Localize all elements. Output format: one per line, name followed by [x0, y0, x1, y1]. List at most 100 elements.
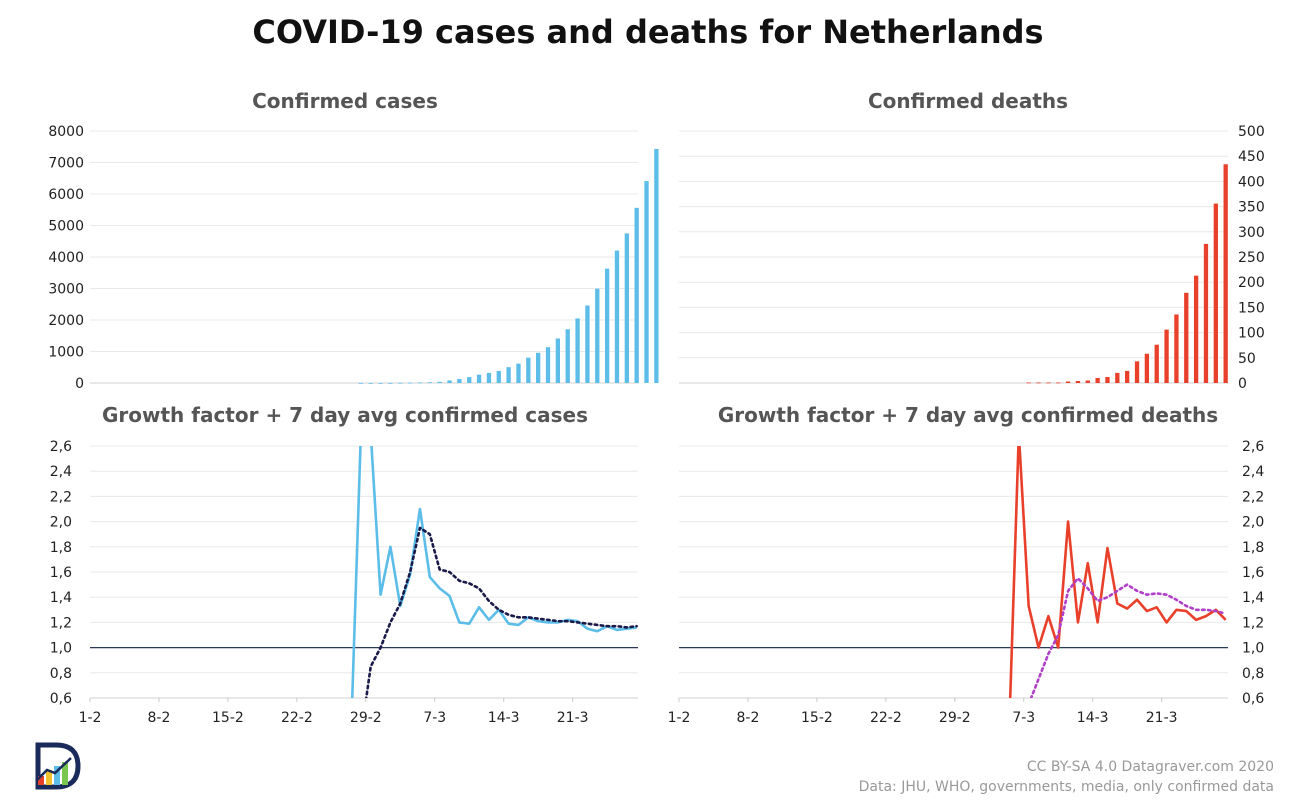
x-tick-label: 29-2 — [939, 710, 971, 726]
x-tick-label: 8-2 — [737, 710, 760, 726]
credit-source: Data: JHU, WHO, governments, media, only… — [859, 779, 1274, 795]
panel-title: Confirmed cases — [252, 89, 438, 113]
x-tick-label: 7-3 — [1012, 710, 1035, 726]
bar — [595, 288, 600, 383]
x-tick-label: 8-2 — [148, 710, 171, 726]
x-tick-label: 21-3 — [557, 710, 589, 726]
y-tick-label: 1,8 — [50, 540, 72, 556]
bar — [575, 318, 580, 383]
panel-cases-growth-factor: Growth factor + 7 day avg confirmed case… — [50, 403, 638, 726]
y-tick-label: 350 — [1238, 200, 1265, 216]
bar — [1075, 380, 1081, 383]
bar — [506, 367, 511, 383]
bar — [388, 382, 393, 384]
bar — [536, 352, 541, 383]
bar — [614, 250, 620, 383]
bar — [486, 372, 492, 383]
y-tick-label: 0,8 — [1242, 666, 1264, 682]
series-line-growth-factor — [1008, 446, 1227, 698]
y-tick-label: 2,0 — [50, 515, 72, 531]
bar — [1193, 275, 1199, 383]
logo-d-shape — [35, 742, 81, 790]
plot-area — [350, 446, 638, 698]
y-tick-label: 2000 — [48, 313, 84, 329]
series-line-7-day-avg — [1029, 576, 1227, 698]
bar — [516, 363, 521, 383]
bar — [604, 268, 610, 383]
y-tick-label: 0 — [75, 376, 84, 392]
panel-title: Confirmed deaths — [868, 89, 1068, 113]
y-tick-label: 1,6 — [1242, 565, 1264, 581]
panel-title: Growth factor + 7 day avg confirmed case… — [102, 403, 588, 427]
bar — [1085, 380, 1090, 383]
y-tick-label: 2,4 — [50, 464, 72, 480]
y-tick-label: 1,4 — [1242, 590, 1264, 606]
panel-deaths-growth-factor: Growth factor + 7 day avg confirmed deat… — [668, 403, 1265, 726]
y-tick-label: 2,0 — [1242, 515, 1264, 531]
y-tick-label: 2,4 — [1242, 464, 1264, 480]
y-tick-label: 0,6 — [50, 691, 72, 707]
y-tick-label: 100 — [1238, 326, 1265, 342]
bar — [555, 338, 561, 383]
bar — [1184, 292, 1189, 383]
y-tick-label: 200 — [1238, 275, 1265, 291]
x-tick-label: 22-2 — [281, 710, 313, 726]
bar — [1026, 382, 1031, 384]
credit-license: CC BY-SA 4.0 Datagraver.com 2020 — [1027, 759, 1274, 775]
y-tick-label: 450 — [1238, 149, 1265, 165]
bar — [476, 374, 482, 383]
bar — [398, 382, 403, 384]
y-tick-label: 1,6 — [50, 565, 72, 581]
plot-area — [1008, 446, 1227, 698]
y-tick-label: 4000 — [48, 250, 84, 266]
x-tick-label: 1-2 — [79, 710, 102, 726]
bar — [1125, 370, 1130, 383]
bar — [1056, 382, 1061, 384]
datagraver-logo-icon — [35, 742, 81, 790]
y-tick-label: 1,2 — [50, 615, 72, 631]
y-tick-label: 6000 — [48, 187, 84, 203]
y-tick-label: 0,8 — [50, 666, 72, 682]
logo-bar-3 — [54, 766, 60, 785]
main-title: COVID-19 cases and deaths for Netherland… — [252, 13, 1043, 51]
panel-confirmed-cases: Confirmed cases 0 1000 2000 3000 4000 5000 6000… — [48, 89, 659, 392]
y-tick-label: 7000 — [48, 156, 84, 172]
bar — [368, 382, 373, 384]
x-tick-label: 21-3 — [1146, 710, 1178, 726]
x-tick-label: 14-3 — [1077, 710, 1109, 726]
y-tick-label: 2,2 — [1242, 489, 1264, 505]
bar — [427, 382, 432, 384]
x-tick-label: 22-2 — [870, 710, 902, 726]
x-tick-label: 7-3 — [423, 710, 446, 726]
bar — [496, 370, 501, 383]
x-tick-label: 15-2 — [801, 710, 833, 726]
bar — [467, 377, 472, 383]
y-tick-label: 0 — [1238, 376, 1247, 392]
bar — [1213, 203, 1218, 383]
y-tick-label: 1000 — [48, 345, 84, 361]
bar — [1065, 381, 1071, 383]
x-tick-label: 29-2 — [350, 710, 382, 726]
y-tick-label: 1,4 — [50, 590, 72, 606]
bar — [526, 357, 531, 383]
bar — [1154, 344, 1159, 383]
y-tick-label: 300 — [1238, 225, 1265, 241]
y-tick-label: 1,0 — [1242, 641, 1264, 657]
logo-trend-line — [36, 757, 72, 781]
bar — [1174, 314, 1179, 383]
y-tick-label: 250 — [1238, 250, 1265, 266]
y-tick-label: 1,0 — [50, 641, 72, 657]
logo-bar-2 — [46, 770, 52, 785]
bar — [545, 347, 551, 383]
y-tick-label: 400 — [1238, 174, 1265, 190]
x-tick-label: 1-2 — [668, 710, 691, 726]
bar — [1223, 164, 1228, 383]
bar — [1203, 243, 1209, 383]
bar — [1095, 377, 1100, 383]
bar — [585, 305, 590, 383]
y-tick-label: 500 — [1238, 124, 1265, 140]
y-tick-label: 2,6 — [50, 439, 72, 455]
bar — [407, 382, 413, 384]
logo-bar-4 — [62, 762, 68, 785]
